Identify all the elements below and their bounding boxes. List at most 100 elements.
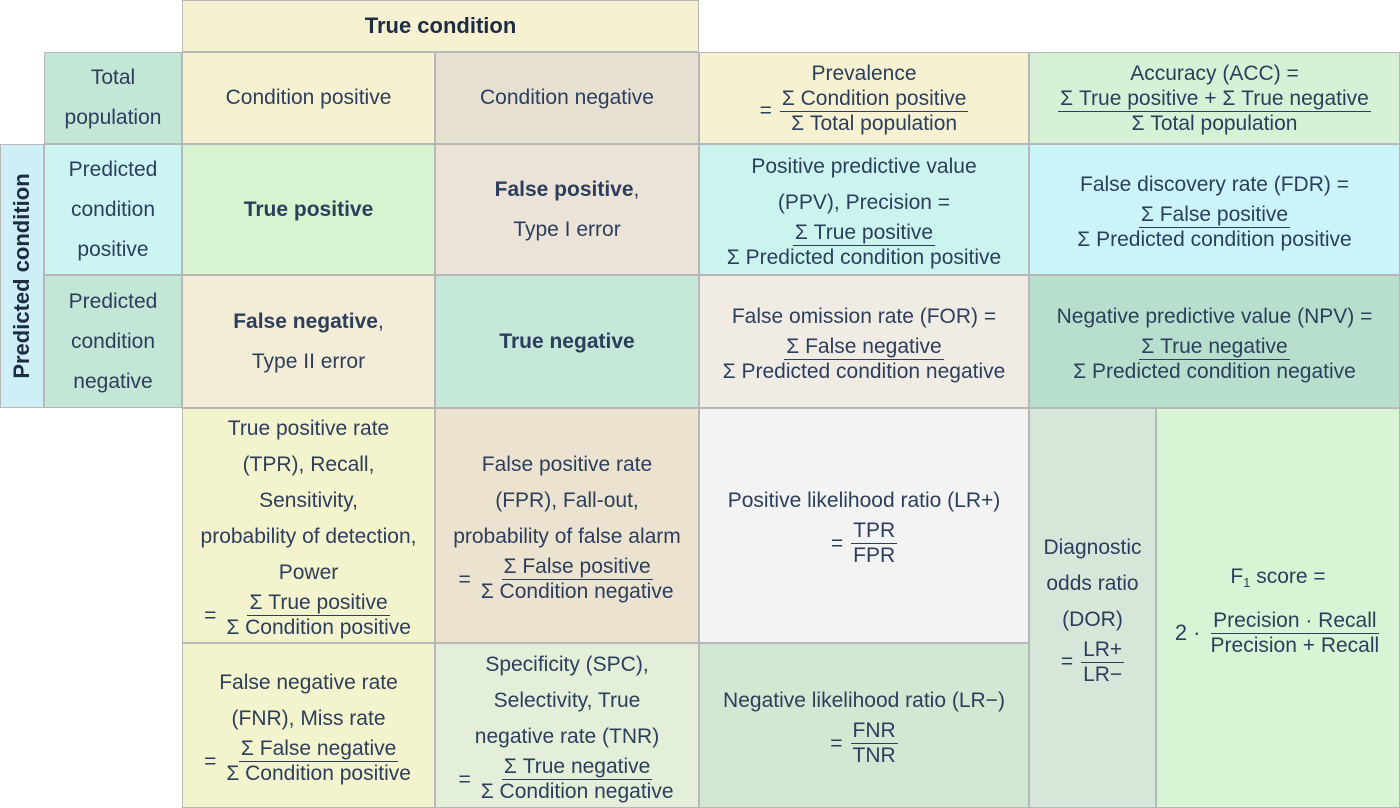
fpr-line1: False positive rate bbox=[481, 453, 653, 476]
predicted-negative-row-header: Predicted condition negative bbox=[44, 275, 182, 408]
false-negative-cell: False negative, Type II error bbox=[182, 275, 435, 408]
ppv-line2: (PPV), Precision = bbox=[777, 191, 951, 214]
condition-positive-label: Condition positive bbox=[225, 86, 392, 109]
predicted-positive-row-header: Predicted condition positive bbox=[44, 144, 182, 275]
f1-formula: 2 · Precision · Recall Precision + Recal… bbox=[1175, 609, 1381, 658]
true-negative-label: True negative bbox=[499, 329, 635, 353]
ppv-denominator: Σ Predicted condition positive bbox=[726, 246, 1002, 269]
lr-negative-cell: Negative likelihood ratio (LR−) = FNR TN… bbox=[699, 643, 1029, 808]
npv-title: Negative predictive value (NPV) = bbox=[1056, 305, 1373, 328]
lr-negative-denominator: TNR bbox=[852, 744, 896, 767]
lr-positive-title: Positive likelihood ratio (LR+) bbox=[727, 489, 1001, 512]
fdr-cell: False discovery rate (FDR) = Σ False pos… bbox=[1029, 144, 1400, 275]
spc-line1: Specificity (SPC), bbox=[485, 653, 649, 676]
accuracy-title: Accuracy (ACC) = bbox=[1130, 61, 1299, 85]
tpr-line5: Power bbox=[278, 561, 339, 584]
accuracy-numerator: Σ True positive + Σ True negative bbox=[1058, 86, 1371, 112]
lr-positive-cell: Positive likelihood ratio (LR+) = TPR FP… bbox=[699, 408, 1029, 643]
false-positive-comma: , bbox=[633, 177, 640, 201]
pcn-line2: condition bbox=[70, 329, 156, 353]
type-ii-error-label: Type II error bbox=[251, 349, 366, 373]
true-positive-label: True positive bbox=[243, 197, 374, 221]
ppv-numerator: Σ True positive bbox=[792, 221, 936, 246]
tpr-fraction: Σ True positive Σ Condition positive bbox=[224, 591, 413, 640]
prevalence-cell: Prevalence = Σ Condition positive Σ Tota… bbox=[699, 52, 1029, 144]
lr-positive-equals: = bbox=[830, 531, 844, 555]
ppv-cell: Positive predictive value (PPV), Precisi… bbox=[699, 144, 1029, 275]
f1-fraction: Precision · Recall Precision + Recall bbox=[1209, 609, 1382, 658]
prevalence-fraction: Σ Condition positive Σ Total population bbox=[779, 86, 969, 136]
f1-numerator: Precision · Recall bbox=[1211, 608, 1379, 634]
tpr-numerator: Σ True positive bbox=[247, 591, 390, 616]
total-population-cell: Total population bbox=[44, 52, 182, 144]
spc-line3: negative rate (TNR) bbox=[474, 725, 660, 748]
fnr-line1: False negative rate bbox=[219, 671, 398, 694]
total-population-line1: Total bbox=[90, 66, 136, 89]
fpr-numerator: Σ False positive bbox=[501, 555, 653, 580]
spc-line2: Selectivity, True bbox=[493, 689, 641, 712]
type-i-error-label: Type I error bbox=[513, 217, 621, 241]
lr-positive-numerator: TPR bbox=[851, 519, 898, 544]
npv-numerator: Σ True negative bbox=[1139, 335, 1290, 360]
tpr-denominator: Σ Condition positive bbox=[226, 616, 411, 639]
fdr-denominator: Σ Predicted condition positive bbox=[1077, 228, 1352, 251]
for-cell: False omission rate (FOR) = Σ False nega… bbox=[699, 275, 1029, 408]
accuracy-cell: Accuracy (ACC) = Σ True positive + Σ Tru… bbox=[1029, 52, 1400, 144]
prevalence-formula: = Σ Condition positive Σ Total populatio… bbox=[760, 87, 969, 136]
lr-positive-denominator: FPR bbox=[853, 544, 896, 567]
fnr-formula: = Σ False negative Σ Condition positive bbox=[204, 737, 413, 786]
for-numerator: Σ False negative bbox=[784, 335, 944, 360]
fpr-line3: probability of false alarm bbox=[453, 525, 681, 548]
true-condition-header: True condition bbox=[182, 0, 699, 52]
dor-formula: = LR+ LR− bbox=[1061, 637, 1125, 687]
lr-negative-formula: = FNR TNR bbox=[830, 719, 898, 768]
condition-positive-header: Condition positive bbox=[182, 52, 435, 144]
spc-formula: = Σ True negative Σ Condition negative bbox=[458, 755, 675, 804]
pcn-line3: negative bbox=[73, 369, 153, 393]
predicted-condition-header: Predicted condition bbox=[0, 144, 44, 408]
tpr-formula: = Σ True positive Σ Condition positive bbox=[204, 591, 413, 640]
tpr-line3: Sensitivity, bbox=[259, 489, 358, 512]
tpr-line1: True positive rate bbox=[227, 417, 390, 440]
spc-denominator: Σ Condition negative bbox=[480, 780, 674, 803]
npv-fraction: Σ True negative Σ Predicted condition ne… bbox=[1071, 335, 1358, 384]
f1-title-pre: F bbox=[1230, 564, 1244, 588]
fnr-numerator: Σ False negative bbox=[238, 737, 399, 762]
spc-numerator: Σ True negative bbox=[501, 755, 653, 780]
f1-title-post: score = bbox=[1250, 564, 1326, 588]
fpr-fraction: Σ False positive Σ Condition negative bbox=[479, 555, 676, 604]
ppv-line1: Positive predictive value bbox=[751, 155, 977, 178]
fnr-denominator: Σ Condition positive bbox=[226, 762, 411, 785]
tpr-line4: probability of detection, bbox=[200, 525, 417, 548]
fpr-formula: = Σ False positive Σ Condition negative bbox=[458, 555, 675, 604]
fdr-title: False discovery rate (FDR) = bbox=[1080, 173, 1349, 196]
pcn-line1: Predicted bbox=[68, 289, 158, 313]
spc-cell: Specificity (SPC), Selectivity, True neg… bbox=[435, 643, 699, 808]
spc-equals: = bbox=[458, 767, 471, 791]
spc-fraction: Σ True negative Σ Condition negative bbox=[479, 755, 676, 804]
fdr-fraction: Σ False positive Σ Predicted condition p… bbox=[1075, 203, 1353, 252]
f1-title-sub: 1 bbox=[1243, 574, 1251, 590]
dor-denominator: LR− bbox=[1083, 662, 1123, 686]
f1-score-cell: F1 score = 2 · Precision · Recall Precis… bbox=[1156, 408, 1400, 808]
fpr-denominator: Σ Condition negative bbox=[480, 580, 674, 603]
dor-cell: Diagnostic odds ratio (DOR) = LR+ LR− bbox=[1029, 408, 1156, 808]
dor-line1: Diagnostic bbox=[1043, 535, 1142, 559]
for-fraction: Σ False negative Σ Predicted condition n… bbox=[721, 335, 1008, 384]
false-negative-label: False negative bbox=[233, 309, 378, 333]
fnr-equals: = bbox=[204, 749, 217, 773]
true-positive-cell: True positive bbox=[182, 144, 435, 275]
predicted-condition-label: Predicted condition bbox=[9, 173, 34, 379]
f1-denominator: Precision + Recall bbox=[1210, 633, 1380, 657]
false-negative-comma: , bbox=[377, 309, 384, 333]
dor-line2: odds ratio bbox=[1046, 571, 1139, 595]
tpr-equals: = bbox=[204, 603, 217, 627]
prevalence-numerator: Σ Condition positive bbox=[779, 86, 969, 112]
true-negative-cell: True negative bbox=[435, 275, 699, 408]
dor-numerator: LR+ bbox=[1081, 637, 1125, 663]
dor-fraction: LR+ LR− bbox=[1081, 637, 1125, 687]
fnr-fraction: Σ False negative Σ Condition positive bbox=[224, 737, 413, 786]
lr-negative-title: Negative likelihood ratio (LR−) bbox=[723, 689, 1005, 712]
prevalence-denominator: Σ Total population bbox=[791, 111, 958, 135]
for-title: False omission rate (FOR) = bbox=[731, 305, 997, 328]
